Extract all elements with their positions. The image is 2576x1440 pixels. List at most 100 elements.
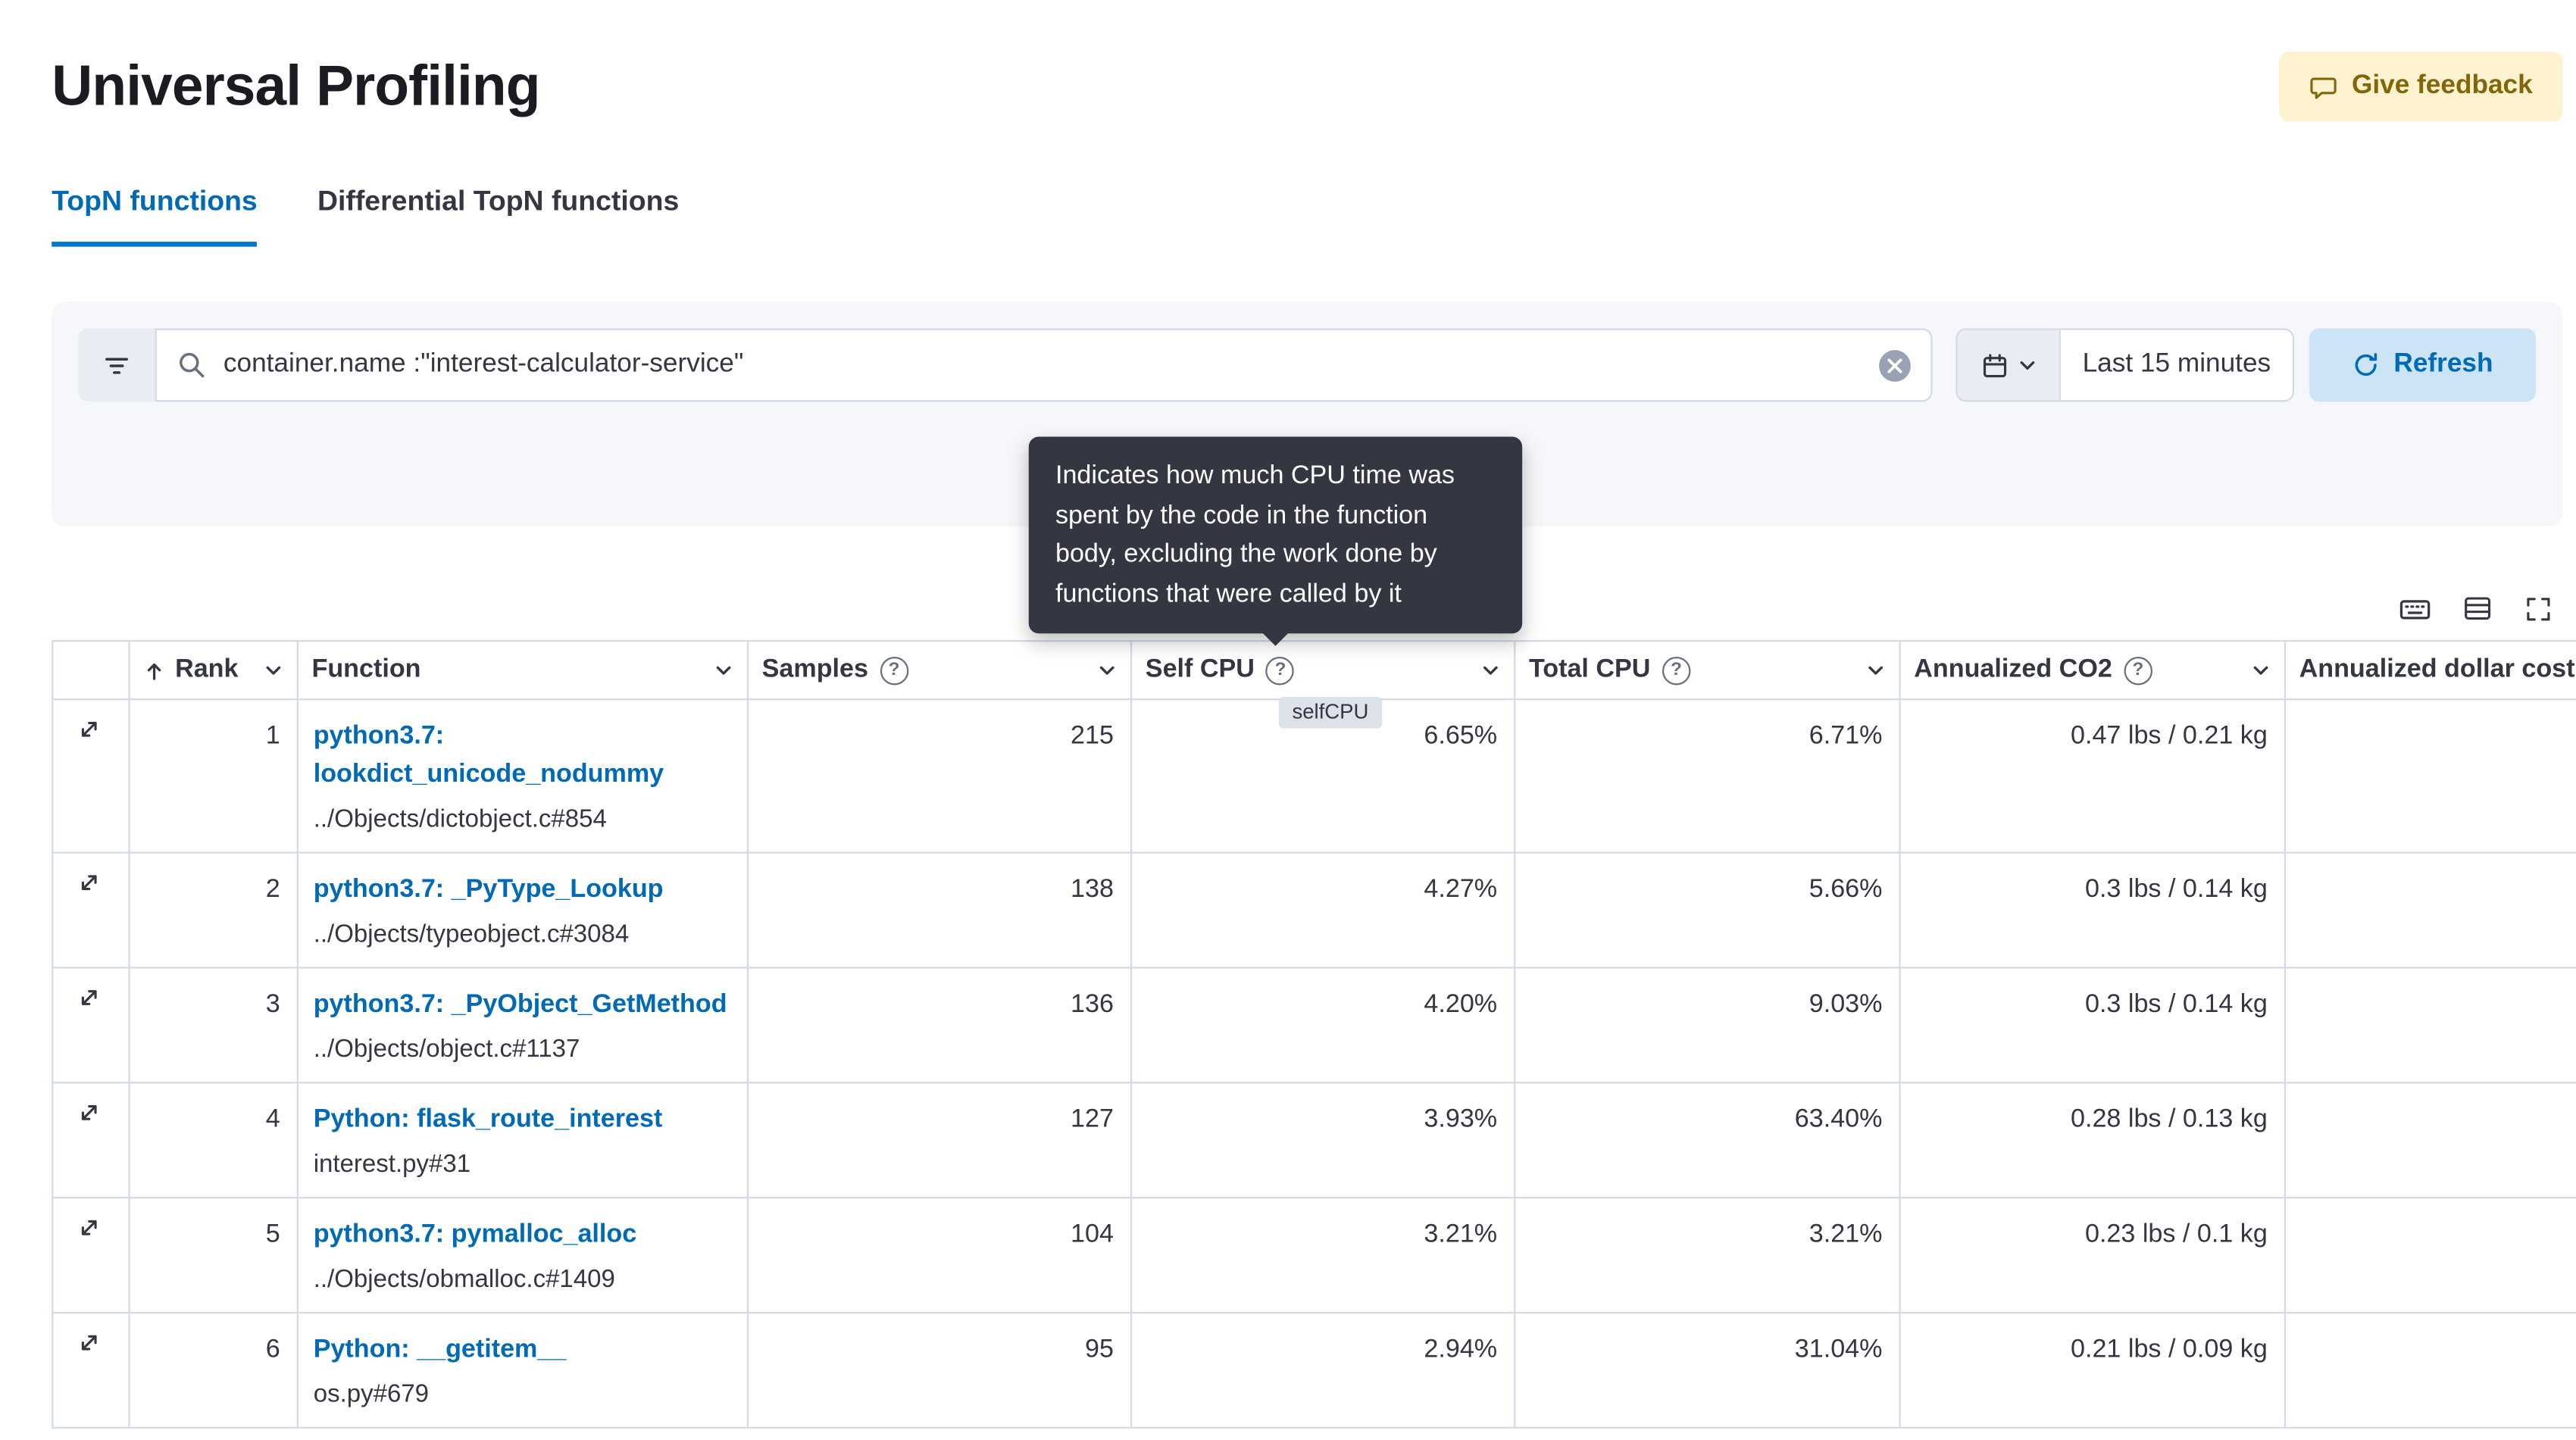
column-actions-chevron-icon[interactable] bbox=[1087, 660, 1118, 679]
expand-row-button[interactable] bbox=[75, 983, 103, 1011]
total-cpu-help-icon[interactable]: ? bbox=[1662, 655, 1691, 685]
total-cpu-cell: 5.66% bbox=[1515, 853, 1901, 969]
function-source-file: ../Objects/dictobject.c#854 bbox=[313, 804, 607, 834]
tab-differential-topn-functions[interactable]: Differential TopN functions bbox=[317, 185, 680, 217]
expand-row-button[interactable] bbox=[75, 1214, 103, 1242]
filter-button[interactable] bbox=[78, 328, 155, 402]
expand-row-button[interactable] bbox=[75, 715, 103, 743]
annualized-co2-cell: 0.23 lbs / 0.1 kg bbox=[1900, 1198, 2287, 1314]
search-row: Last 15 minutes Refresh bbox=[78, 328, 2537, 402]
column-actions-chevron-icon[interactable] bbox=[1471, 660, 1501, 679]
samples-cell: 215 bbox=[749, 700, 1133, 854]
samples-help-icon[interactable]: ? bbox=[880, 655, 908, 685]
samples-cell: 138 bbox=[749, 853, 1133, 969]
self-cpu-value: 3.21% bbox=[1424, 1220, 1498, 1249]
samples-cell: 136 bbox=[749, 968, 1133, 1084]
expand-row-button[interactable] bbox=[75, 1098, 103, 1126]
column-label: Annualized dollar cost bbox=[2299, 654, 2575, 684]
page-title: Universal Profiling bbox=[52, 55, 540, 119]
total-cpu-cell: 6.71% bbox=[1515, 700, 1901, 854]
column-actions-chevron-icon[interactable] bbox=[2241, 660, 2271, 679]
rank-cell: 3 bbox=[130, 968, 299, 1084]
samples-value: 127 bbox=[1071, 1104, 1114, 1134]
function-cell: Python: flask_route_interest interest.py… bbox=[298, 1083, 749, 1199]
expand-row-button[interactable] bbox=[75, 1329, 103, 1357]
samples-value: 215 bbox=[1071, 721, 1114, 751]
function-source-file: interest.py#31 bbox=[313, 1150, 471, 1179]
self-cpu-help-icon[interactable]: ? bbox=[1266, 655, 1295, 685]
rank-value: 3 bbox=[265, 990, 280, 1019]
annualized-dollar-cell bbox=[2286, 854, 2576, 969]
give-feedback-button[interactable]: Give feedback bbox=[2278, 52, 2563, 122]
samples-cell: 104 bbox=[749, 1198, 1133, 1314]
expand-icon bbox=[75, 1214, 103, 1242]
samples-value: 138 bbox=[1071, 875, 1114, 904]
function-link[interactable]: Python: __getitem__ bbox=[313, 1335, 567, 1364]
self-cpu-value: 2.94% bbox=[1424, 1335, 1498, 1364]
rank-value: 4 bbox=[265, 1104, 280, 1134]
sort-ascending-icon bbox=[143, 659, 165, 681]
table-row: 5 python3.7: pymalloc_alloc ../Objects/o… bbox=[53, 1198, 2576, 1314]
query-input[interactable] bbox=[223, 350, 1863, 380]
column-header-annualized-dollar-cost[interactable]: Annualized dollar cost bbox=[2286, 642, 2576, 701]
table-body: 1 python3.7: lookdict_unicode_nodummy ..… bbox=[53, 700, 2576, 1429]
display-options-button[interactable] bbox=[2462, 593, 2493, 623]
rank-cell: 2 bbox=[130, 853, 299, 969]
clear-query-button[interactable] bbox=[1879, 349, 1911, 381]
annualized-co2-value: 0.21 lbs / 0.09 kg bbox=[2071, 1335, 2268, 1364]
self-cpu-cell: 2.94% bbox=[1132, 1313, 1516, 1429]
rank-cell: 6 bbox=[130, 1313, 299, 1429]
column-label: Annualized CO2 bbox=[1914, 654, 2112, 684]
total-cpu-cell: 3.21% bbox=[1515, 1198, 1901, 1314]
column-header-rank[interactable]: Rank bbox=[130, 642, 299, 701]
function-link[interactable]: Python: flask_route_interest bbox=[313, 1104, 663, 1134]
function-link[interactable]: python3.7: pymalloc_alloc bbox=[313, 1220, 637, 1249]
tabs: TopN functions Differential TopN functio… bbox=[52, 183, 2524, 247]
annualized-co2-value: 0.28 lbs / 0.13 kg bbox=[2071, 1104, 2268, 1134]
display-options-icon bbox=[2462, 593, 2493, 623]
feedback-button-label: Give feedback bbox=[2351, 71, 2533, 101]
annualized-dollar-cell bbox=[2286, 1083, 2576, 1199]
annualized-co2-help-icon[interactable]: ? bbox=[2124, 655, 2152, 685]
table-row: 4 Python: flask_route_interest interest.… bbox=[53, 1083, 2576, 1199]
keyboard-shortcuts-button[interactable] bbox=[2399, 592, 2431, 624]
column-header-total-cpu[interactable]: Total CPU ? bbox=[1515, 642, 1901, 701]
table-row: 1 python3.7: lookdict_unicode_nodummy ..… bbox=[53, 700, 2576, 854]
tab-topn-functions[interactable]: TopN functions bbox=[52, 183, 258, 247]
column-actions-chevron-icon[interactable] bbox=[704, 660, 734, 679]
column-actions-chevron-icon[interactable] bbox=[1855, 660, 1886, 679]
table-row: 6 Python: __getitem__ os.py#679 95 2.94%… bbox=[53, 1313, 2576, 1429]
date-quick-select-button[interactable] bbox=[1957, 330, 2061, 401]
rank-value: 2 bbox=[265, 875, 280, 904]
column-label: Self CPU bbox=[1145, 654, 1255, 684]
expand-cell bbox=[53, 1083, 130, 1199]
column-header-self-cpu[interactable]: Self CPU ? bbox=[1132, 642, 1516, 701]
expand-row-button[interactable] bbox=[75, 869, 103, 897]
function-link[interactable]: python3.7: lookdict_unicode_nodummy bbox=[313, 721, 664, 789]
total-cpu-value: 6.71% bbox=[1809, 721, 1883, 751]
function-cell: python3.7: _PyType_Lookup ../Objects/typ… bbox=[298, 853, 749, 969]
column-label: Total CPU bbox=[1528, 654, 1651, 684]
expand-icon bbox=[75, 1329, 103, 1357]
refresh-button[interactable]: Refresh bbox=[2309, 328, 2537, 402]
function-link[interactable]: python3.7: _PyType_Lookup bbox=[313, 875, 664, 904]
table-row: 2 python3.7: _PyType_Lookup ../Objects/t… bbox=[53, 853, 2576, 969]
date-range-button[interactable]: Last 15 minutes bbox=[2060, 330, 2293, 401]
function-link[interactable]: python3.7: _PyObject_GetMethod bbox=[313, 990, 727, 1019]
function-cell: python3.7: _PyObject_GetMethod ../Object… bbox=[298, 968, 749, 1084]
total-cpu-value: 63.40% bbox=[1794, 1104, 1883, 1134]
feedback-speech-bubble-icon bbox=[2309, 73, 2337, 101]
expand-cell bbox=[53, 1198, 130, 1314]
query-bar[interactable] bbox=[155, 328, 1933, 402]
column-actions-chevron-icon[interactable] bbox=[253, 660, 283, 679]
function-source-file: ../Objects/typeobject.c#3084 bbox=[313, 920, 630, 949]
full-screen-button[interactable] bbox=[2524, 595, 2553, 623]
self-cpu-tooltip-text: Indicates how much CPU time was spent by… bbox=[1055, 461, 1455, 608]
rank-value: 5 bbox=[265, 1220, 280, 1249]
column-header-function[interactable]: Function bbox=[298, 642, 749, 701]
chevron-down-icon bbox=[2017, 355, 2037, 375]
column-header-samples[interactable]: Samples ? bbox=[749, 642, 1133, 701]
self-cpu-cell: 3.93% bbox=[1132, 1083, 1516, 1199]
column-header-annualized-co2[interactable]: Annualized CO2 ? bbox=[1900, 642, 2287, 701]
